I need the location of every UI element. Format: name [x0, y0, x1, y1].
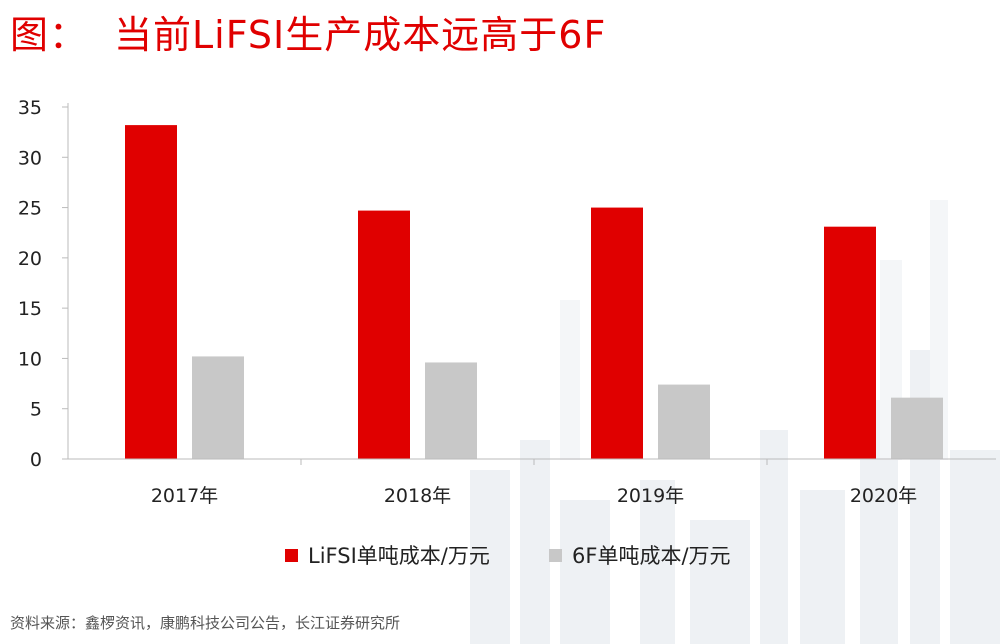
- bar-lifsi-3: [591, 207, 643, 459]
- legend-swatch-lifsi: [285, 548, 298, 562]
- bar-lifsi-4: [824, 226, 876, 459]
- bars-group: [125, 125, 943, 460]
- bar-lifsi-1: [125, 125, 177, 460]
- legend: LiFSI单吨成本/万元 6F单吨成本/万元: [0, 540, 1000, 580]
- x-tick-label: 2019年: [617, 485, 684, 507]
- x-tick-label: 2020年: [850, 485, 917, 507]
- source-note: 资料来源：鑫椤资讯，康鹏科技公司公告，长江证券研究所: [10, 614, 401, 632]
- bar-6f-1: [192, 356, 244, 459]
- legend-item-lifsi: LiFSI单吨成本/万元: [285, 540, 490, 570]
- bar-lifsi-2: [358, 210, 410, 459]
- y-axis: 0 5 10 15 20 25 30 35: [18, 97, 69, 471]
- y-tick-label: 20: [18, 248, 42, 270]
- y-tick-label: 0: [30, 449, 42, 471]
- y-tick-label: 30: [18, 147, 42, 169]
- legend-label-lifsi: LiFSI单吨成本/万元: [308, 544, 490, 568]
- x-tick-label: 2018年: [384, 485, 451, 507]
- legend-swatch-6f: [549, 548, 562, 562]
- legend-label-6f: 6F单吨成本/万元: [572, 544, 731, 568]
- y-tick-label: 25: [18, 198, 42, 220]
- bar-6f-4: [891, 397, 943, 459]
- legend-item-6f: 6F单吨成本/万元: [549, 540, 731, 570]
- x-tick-label: 2017年: [151, 485, 218, 507]
- y-tick-label: 15: [18, 298, 42, 320]
- bar-6f-2: [425, 362, 477, 459]
- y-tick-label: 10: [18, 348, 42, 370]
- y-tick-label: 35: [18, 97, 42, 119]
- bar-chart: 0 5 10 15 20 25 30 35 2017年 2018年 2019年 2020年: [18, 97, 996, 507]
- y-tick-label: 5: [30, 399, 42, 421]
- figure-title: 当前LiFSI生产成本远高于6F: [114, 13, 607, 57]
- x-axis: 2017年 2018年 2019年 2020年: [68, 458, 996, 507]
- chart-title: 图： 当前LiFSI生产成本远高于6F: [10, 4, 606, 59]
- figure-label: 图：: [10, 13, 89, 57]
- bar-6f-3: [658, 384, 710, 459]
